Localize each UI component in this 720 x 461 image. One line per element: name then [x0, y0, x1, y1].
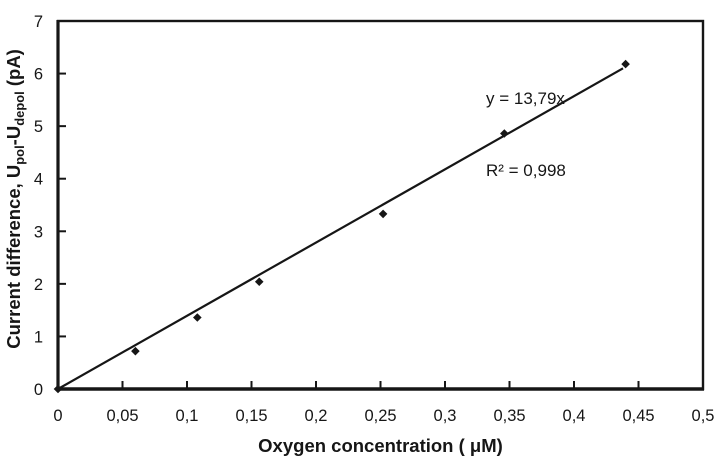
- data-point: [53, 384, 63, 394]
- y-tick-label: 4: [34, 171, 43, 189]
- x-tick-label: 0,05: [106, 407, 138, 425]
- trendline: [57, 67, 624, 390]
- y-tick-label: 0: [34, 381, 43, 399]
- r-squared-text: R² = 0,998: [486, 161, 566, 180]
- y-axis-title: Current difference, Upol-Udepol (pA): [2, 39, 32, 359]
- x-tick-label: 0,45: [622, 407, 654, 425]
- x-tick-label: 0,4: [563, 407, 586, 425]
- x-tick-label: 0,2: [305, 407, 328, 425]
- y-axis-title-segment: -U: [3, 125, 25, 146]
- x-tick-label: 0,5: [692, 407, 715, 425]
- x-axis-title: Oxygen concentration ( μM): [258, 435, 503, 456]
- y-axis-title-segment: (pA): [3, 49, 25, 92]
- data-point: [193, 313, 202, 322]
- data-point: [131, 346, 140, 356]
- y-tick-label: 2: [34, 276, 43, 294]
- x-tick-label: 0,35: [493, 407, 525, 425]
- y-axis-title-subscript: pol: [11, 145, 27, 165]
- data-point: [254, 277, 264, 287]
- x-tick-label: 0: [53, 407, 62, 425]
- y-axis-title-segment: Current difference, U: [3, 164, 25, 349]
- trendline-annotation: y = 13,79x R² = 0,998: [486, 39, 566, 231]
- x-tick-label: 0,25: [364, 407, 396, 425]
- y-axis-title-subscript: depol: [11, 91, 27, 126]
- x-tick-label: 0,15: [235, 407, 267, 425]
- y-tick-label: 3: [34, 223, 43, 241]
- y-tick-label: 6: [34, 66, 43, 84]
- y-tick-label: 1: [34, 328, 43, 346]
- data-point: [500, 129, 509, 138]
- data-point: [621, 59, 630, 69]
- y-tick-label: 7: [34, 13, 43, 31]
- y-tick-label: 5: [34, 118, 43, 136]
- x-tick-label: 0,1: [176, 407, 199, 425]
- data-point: [378, 209, 388, 219]
- trendline-equation-text: y = 13,79x: [486, 89, 565, 108]
- x-tick-label: 0,3: [434, 407, 457, 425]
